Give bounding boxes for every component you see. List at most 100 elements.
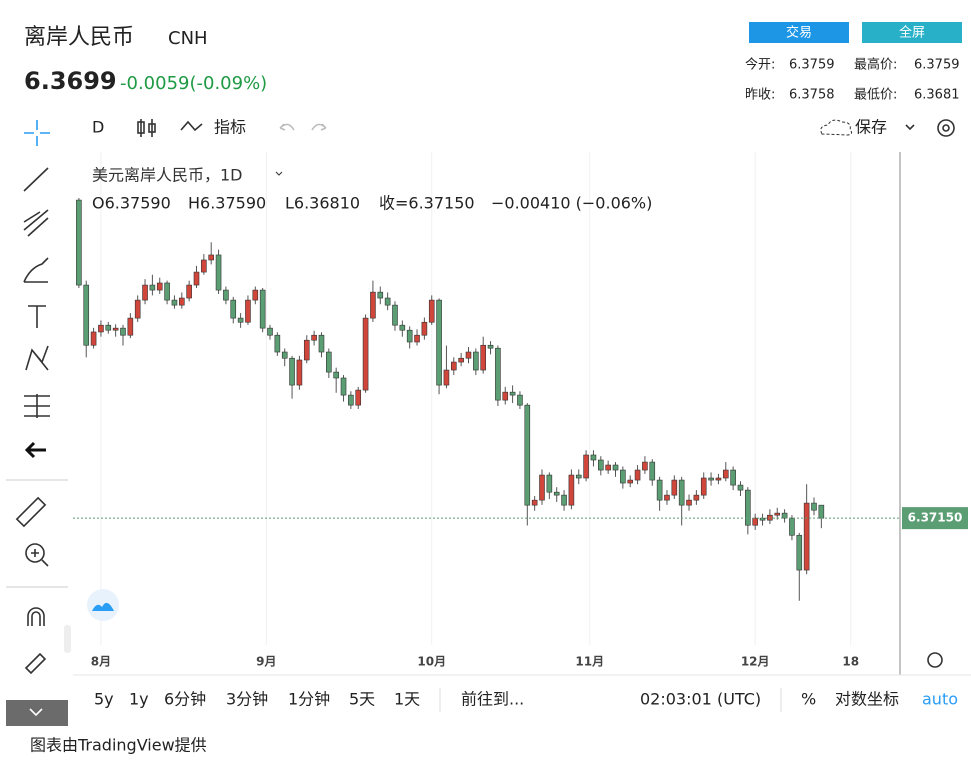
save-menu[interactable] [905, 124, 915, 131]
save[interactable]: 保存 [855, 118, 887, 137]
candle-body [730, 469, 736, 486]
text-tool[interactable] [28, 305, 46, 328]
percent[interactable]: % [801, 690, 816, 709]
trade-label[interactable]: 交易 [786, 25, 812, 41]
symbol-menu[interactable] [275, 171, 283, 176]
trade-button[interactable] [749, 22, 849, 43]
stat-label: 最低价: [854, 88, 897, 103]
range[interactable]: 3分钟 [226, 690, 268, 709]
candle-body [134, 299, 141, 319]
candle-body [105, 324, 112, 331]
candle-body [421, 321, 428, 336]
candle-body [539, 474, 545, 501]
stat-label: 最高价: [854, 57, 897, 73]
candle-body [745, 489, 751, 526]
ruler[interactable] [15, 496, 47, 528]
footer: 图表由TradingView提供 [30, 736, 207, 755]
candle-body [678, 479, 685, 506]
pattern-tool[interactable] [25, 345, 49, 371]
x-tick-label: 11月 [575, 655, 604, 669]
fullscreen-label[interactable]: 全屏 [899, 25, 925, 41]
candle-body [428, 299, 435, 323]
zoom-plus [31, 549, 49, 567]
range[interactable]: 1分钟 [288, 690, 330, 709]
settings-icon[interactable] [937, 119, 955, 137]
x-tick-label: 10月 [417, 655, 446, 669]
time: 02:03:01 (UTC) [640, 690, 761, 709]
chart-style-icon[interactable] [137, 119, 156, 137]
log-scale[interactable]: 对数坐标 [835, 690, 899, 709]
tv-logo[interactable] [87, 589, 119, 621]
candle-body [781, 512, 788, 519]
candle-body [803, 502, 810, 571]
stat-value: 6.3681 [914, 88, 960, 103]
candle-body [789, 517, 795, 536]
candle-body [774, 512, 781, 516]
goto[interactable]: 前往到... [461, 690, 524, 709]
zoom[interactable] [25, 543, 45, 563]
fullscreen-button[interactable] [862, 22, 962, 43]
candle-body [215, 254, 222, 291]
candle-body [406, 329, 413, 343]
symbol-label[interactable]: 美元离岸人民币，1D [92, 166, 243, 185]
candle-body [392, 304, 398, 326]
range[interactable]: 5y [94, 690, 114, 709]
candle-body [377, 291, 384, 299]
auto-scale[interactable]: auto [922, 690, 958, 709]
candle-body [627, 479, 634, 484]
x-tick-label: 12月 [741, 655, 770, 669]
legend-change: −0.00410 (−0.06%) [491, 194, 652, 213]
candle-body [142, 284, 148, 301]
legend-close: 收=6.37150 [379, 194, 475, 213]
price-label: 6.37150 [908, 511, 963, 525]
candle-body [443, 369, 450, 386]
candle-body [98, 324, 104, 333]
range[interactable]: 5天 [349, 690, 375, 709]
stat-value: 6.3759 [914, 58, 960, 73]
candle-body [605, 464, 611, 471]
plot: 8月 9月 10月 11月 12月 18 6.37150 [73, 152, 968, 669]
measure-tool[interactable] [24, 394, 50, 418]
undo[interactable] [279, 123, 295, 131]
range[interactable]: 6分钟 [164, 690, 206, 709]
candle-body [465, 351, 472, 359]
candle-body [811, 502, 817, 511]
range[interactable]: 1y [129, 690, 149, 709]
back[interactable] [24, 441, 46, 459]
candle-body [274, 334, 281, 353]
candle-body [355, 389, 362, 406]
candle-body [83, 284, 90, 346]
candle-body [193, 271, 200, 286]
indicators-icon[interactable] [180, 120, 203, 132]
candle-body [642, 461, 648, 471]
candle-body [509, 391, 516, 396]
cloud-icon[interactable] [820, 119, 853, 136]
x-tick-label: 18 [842, 655, 859, 669]
legend-high: H6.37590 [188, 194, 266, 213]
lock-draw[interactable] [24, 652, 47, 675]
stat-label: 今开: [745, 57, 775, 73]
candle-body [252, 289, 259, 301]
symbol: CNH [168, 28, 208, 49]
fib-tool[interactable] [23, 209, 49, 237]
trend-line[interactable] [23, 167, 49, 192]
candle-body [502, 391, 509, 401]
candle-body [156, 282, 163, 291]
candle-body [318, 334, 325, 353]
redo[interactable] [311, 123, 327, 131]
candle-body [259, 289, 266, 329]
indicators[interactable]: 指标 [214, 118, 246, 137]
interval[interactable]: D [92, 118, 104, 137]
magnet[interactable] [27, 607, 45, 626]
crosshair[interactable] [24, 120, 50, 146]
axis-settings[interactable] [927, 652, 943, 668]
range[interactable]: 1天 [394, 690, 420, 709]
candle-body [531, 499, 538, 506]
candle-body [524, 404, 531, 506]
candle-body [296, 359, 303, 386]
candle-body [480, 344, 486, 371]
candle-body [722, 469, 729, 479]
candle-body [178, 297, 185, 306]
brush[interactable] [23, 257, 49, 283]
panel-handle[interactable] [64, 625, 71, 653]
